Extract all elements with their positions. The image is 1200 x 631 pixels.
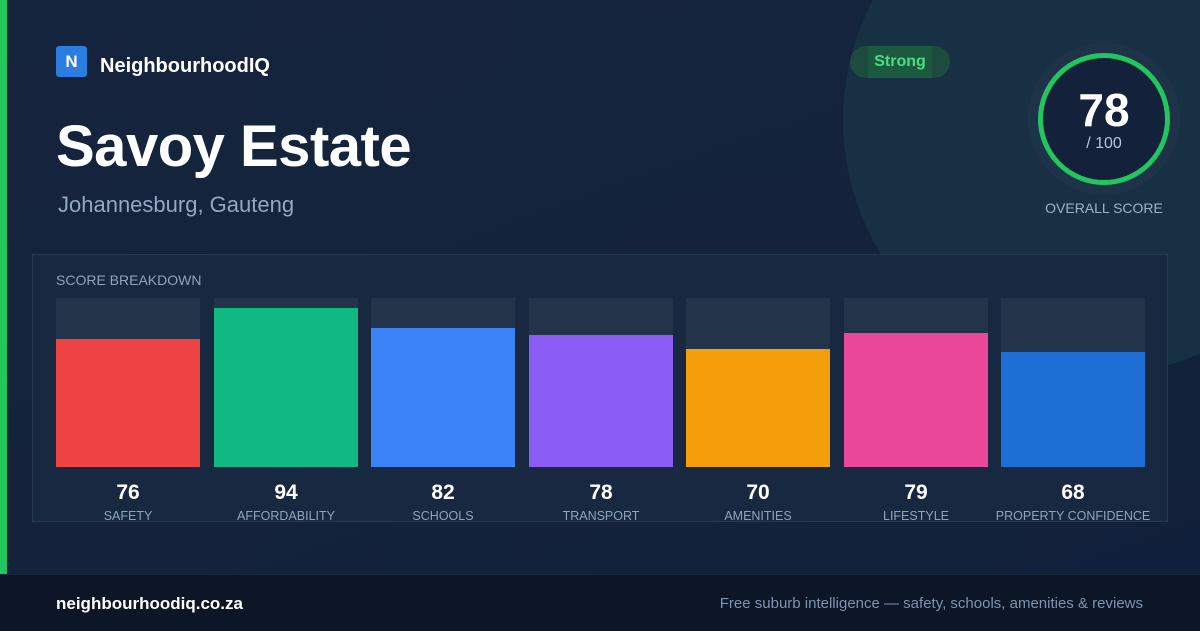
overall-score-ring: 78 / 100 [1028, 43, 1180, 195]
bar-label: SCHOOLS [412, 509, 474, 523]
bar-track [529, 298, 673, 467]
brand-name: NeighbourhoodIQ [100, 55, 270, 77]
bar-value: 94 [274, 481, 298, 504]
bar-value: 82 [431, 481, 455, 504]
overall-score-value: 78 [1078, 84, 1130, 136]
bar-label: PROPERTY CONFIDENCE [995, 509, 1151, 523]
bar-value: 76 [116, 481, 140, 504]
brand: N NeighbourhoodIQ [56, 46, 270, 77]
bar-fill [844, 333, 988, 467]
bar-value: 68 [1061, 481, 1085, 504]
overall-score-circle: 78 / 100 [1038, 53, 1170, 185]
footer: neighbourhoodiq.co.za Free suburb intell… [0, 574, 1200, 631]
bar-fill [1001, 352, 1145, 467]
bar-label: AMENITIES [724, 509, 792, 523]
footer-domain: neighbourhoodiq.co.za [56, 594, 243, 613]
bar-fill [214, 308, 358, 467]
bar-label: LIFESTYLE [883, 509, 949, 523]
score-card: N NeighbourhoodIQ Savoy Estate Johannesb… [0, 0, 1200, 574]
rating-badge: Strong [850, 46, 950, 78]
accent-strip [0, 0, 7, 574]
bar-value: 78 [589, 481, 613, 504]
bar-fill [686, 349, 830, 467]
bar-track [371, 298, 515, 467]
bar-track [844, 298, 988, 467]
bar-track [1001, 298, 1145, 467]
bar-label: SAFETY [103, 509, 153, 523]
bar-label: TRANSPORT [562, 509, 640, 523]
bar-label: AFFORDABILITY [237, 509, 335, 523]
overall-score-max: / 100 [1086, 135, 1122, 152]
footer-tagline: Free suburb intelligence — safety, schoo… [719, 595, 1143, 612]
bar-track [56, 298, 200, 467]
overall-score-label: OVERALL SCORE [1045, 200, 1163, 216]
bar-fill [56, 339, 200, 467]
suburb-title: Savoy Estate [56, 114, 412, 179]
bar-track [686, 298, 830, 467]
rating-badge-label: Strong [868, 46, 932, 78]
score-breakdown-panel: SCORE BREAKDOWN 76 SAFETY 94 AFFORDABILITY 8… [32, 254, 1168, 523]
bar-value: 79 [904, 481, 928, 504]
bar-fill [529, 335, 673, 467]
brand-logo-icon: N [56, 46, 87, 77]
breakdown-title: SCORE BREAKDOWN [56, 272, 202, 288]
bar-track [214, 298, 358, 467]
bar-value: 70 [746, 481, 770, 504]
suburb-location: Johannesburg, Gauteng [58, 192, 295, 217]
bar-fill [371, 328, 515, 467]
